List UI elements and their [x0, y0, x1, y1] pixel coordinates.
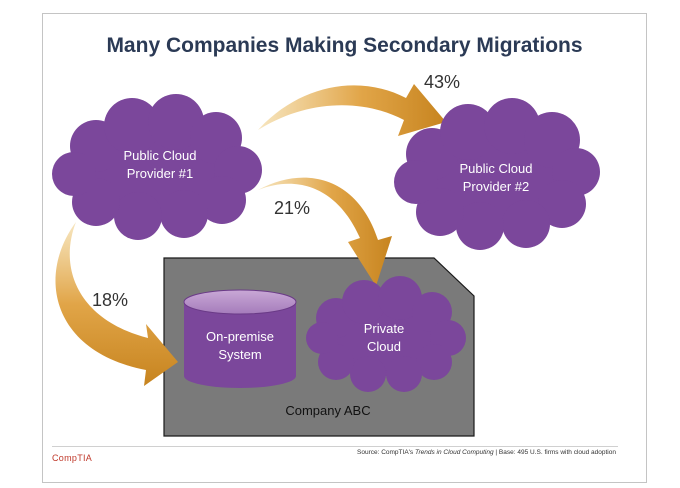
on-premise-cylinder — [183, 289, 297, 388]
provider-2-line1: Public Cloud — [459, 161, 533, 176]
source-title: Trends in Cloud Computing — [414, 449, 494, 456]
migration-label-43: 43% — [424, 72, 461, 92]
migration-label-21: 21% — [274, 198, 311, 218]
provider-1-label: Public Cloud Provider #1 — [100, 147, 220, 183]
provider-1-line2: Provider #1 — [126, 166, 194, 181]
on-premise-line2: System — [218, 347, 262, 362]
company-abc-label: Company ABC — [285, 403, 371, 418]
provider-2-line2: Provider #2 — [462, 179, 530, 194]
source-note: Source: CompTIA's Trends in Cloud Comput… — [357, 449, 616, 456]
cloud-provider-1 — [52, 94, 262, 240]
provider-1-line1: Public Cloud — [123, 148, 197, 163]
provider-2-label: Public Cloud Provider #2 — [436, 160, 556, 196]
source-suffix: | Base: 495 U.S. firms with cloud adopti… — [493, 449, 616, 456]
source-prefix: Source: CompTIA's — [357, 449, 415, 456]
on-premise-label: On-premise System — [188, 328, 292, 364]
arrow-43 — [258, 84, 446, 136]
arrow-18 — [55, 222, 178, 386]
slide-title: Many Companies Making Secondary Migratio… — [106, 34, 583, 57]
private-cloud-line1: Private — [363, 321, 405, 336]
comptia-logo: CompTIA — [52, 453, 93, 463]
private-cloud-line2: Cloud — [367, 339, 401, 354]
migration-label-18: 18% — [92, 290, 129, 310]
cloud-provider-2 — [394, 98, 600, 250]
cloud-private — [306, 276, 466, 392]
arrow-21 — [258, 177, 392, 286]
on-premise-line1: On-premise — [206, 329, 274, 344]
footer-divider — [52, 446, 618, 447]
private-cloud-label: Private Cloud — [334, 320, 434, 356]
